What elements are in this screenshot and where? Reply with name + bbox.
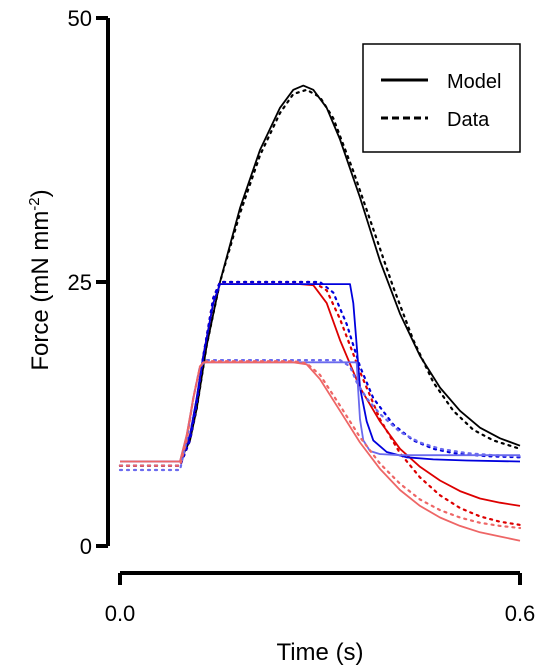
y-tick-label: 0	[80, 534, 92, 559]
y-tick-label: 50	[68, 6, 92, 31]
x-ticks: 0.0 0.6	[105, 573, 536, 626]
y-axis-label-main: Force (mN mm	[27, 211, 54, 371]
legend-box	[362, 43, 521, 153]
y-axis-label-superscript: -2	[26, 197, 43, 210]
legend: Model Data	[362, 43, 521, 153]
series-line-red-solid	[120, 283, 521, 507]
legend-data-label: Data	[447, 109, 490, 131]
series-layer	[118, 84, 522, 542]
x-tick-label: 0.0	[105, 601, 136, 626]
y-axis-label: Force (mN mm-2)	[26, 189, 54, 370]
y-tick-label: 25	[68, 270, 92, 295]
series-line-light-red-solid	[120, 361, 521, 542]
x-axis-label: Time (s)	[276, 639, 363, 666]
y-axis-label-close: )	[27, 189, 54, 197]
y-ticks: 0 25 50	[68, 6, 108, 559]
series-line-blue-dotted	[118, 280, 522, 467]
x-tick-label: 0.6	[505, 601, 536, 626]
series-line-blue-solid	[120, 283, 521, 463]
legend-model-label: Model	[447, 71, 501, 93]
series-line-black-dotted	[118, 88, 522, 467]
series-line-red-dotted	[118, 280, 522, 527]
series-line-light-red-dotted	[118, 360, 522, 530]
